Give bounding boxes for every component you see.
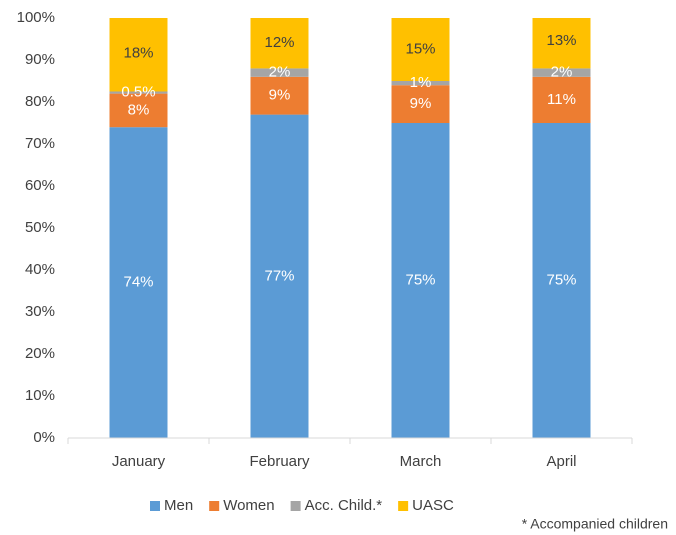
legend-label: Women [223,497,274,514]
y-tick-label: 30% [25,303,55,320]
bar-segment [109,18,168,92]
legend-label: Men [164,497,193,514]
data-label: 1% [410,74,432,91]
footnote: * Accompanied children [522,516,668,532]
data-label: 2% [269,64,291,81]
bar-segment [250,18,309,69]
y-tick-label: 70% [25,135,55,152]
data-label: 15% [405,40,435,57]
bar-segment [250,76,309,115]
bar-segment [250,114,309,438]
legend-swatch [150,501,160,511]
legend-swatch [398,501,409,511]
bar-segment [532,18,591,69]
data-label: 11% [547,91,576,108]
bar-segment [532,123,591,438]
y-tick-label: 80% [25,93,55,110]
bar-segment [391,123,450,438]
legend-swatch [290,501,301,511]
data-label: 18% [123,45,153,62]
data-label: 75% [546,271,576,288]
x-tick-label: March [400,453,442,470]
legend-swatch [209,501,220,511]
data-label: 8% [128,101,150,118]
legend-label: UASC [412,497,454,514]
plot-area [109,18,591,438]
bar-segment [532,76,591,123]
bar-segment [391,18,450,81]
y-tick-label: 90% [25,51,55,68]
y-tick-label: 40% [25,261,55,278]
data-label: 12% [264,34,294,51]
data-label: 13% [546,32,576,49]
y-tick-label: 50% [25,219,55,236]
data-label: 2% [551,64,573,81]
y-tick-label: 20% [25,345,55,362]
x-tick-label: January [112,453,166,470]
bar-segment [250,68,309,77]
bar-segment [109,91,168,94]
data-label: 9% [410,95,432,112]
y-tick-label: 0% [33,429,55,446]
data-label: 77% [264,267,294,284]
bar-segment [109,93,168,128]
y-tick-label: 100% [17,9,55,26]
bar-segment [532,68,591,77]
bar-segment [391,85,450,123]
data-label: 9% [269,87,291,104]
bar-segment [391,81,450,86]
data-label: 74% [123,274,153,291]
y-tick-label: 10% [25,387,55,404]
x-tick-label: April [546,453,576,470]
data-label: 75% [405,271,435,288]
y-tick-label: 60% [25,177,55,194]
bar-segment [109,127,168,438]
legend-label: Acc. Child.* [305,497,383,514]
data-label: 0.5% [121,84,155,101]
x-tick-label: February [249,453,310,470]
